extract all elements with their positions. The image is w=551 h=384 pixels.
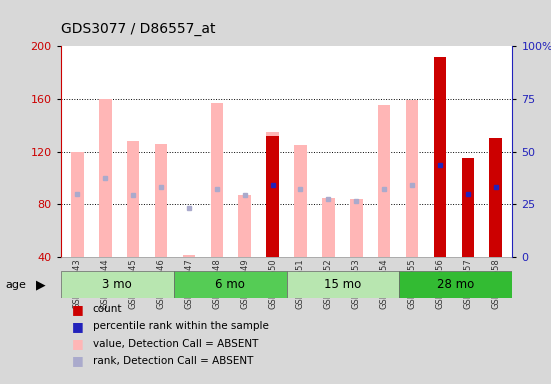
Bar [489, 139, 502, 257]
Bar [434, 56, 446, 257]
Bar [266, 132, 279, 257]
Bar [155, 144, 168, 257]
Text: rank, Detection Call = ABSENT: rank, Detection Call = ABSENT [93, 356, 253, 366]
Text: count: count [93, 304, 122, 314]
Bar [71, 152, 84, 257]
Bar [287, 271, 399, 298]
Text: 15 mo: 15 mo [325, 278, 361, 291]
Text: ▶: ▶ [36, 278, 45, 291]
Bar [462, 158, 474, 257]
Text: ■: ■ [72, 320, 83, 333]
Bar [350, 199, 363, 257]
Bar [61, 271, 174, 298]
Text: ■: ■ [72, 303, 83, 316]
Text: percentile rank within the sample: percentile rank within the sample [93, 321, 268, 331]
Bar [322, 198, 334, 257]
Bar [462, 158, 474, 257]
Bar [210, 103, 223, 257]
Bar [266, 136, 279, 257]
Bar [399, 271, 512, 298]
Bar [489, 139, 502, 257]
Text: value, Detection Call = ABSENT: value, Detection Call = ABSENT [93, 339, 258, 349]
Text: age: age [6, 280, 26, 290]
Bar [99, 99, 111, 257]
Text: 28 mo: 28 mo [437, 278, 474, 291]
Bar [182, 255, 195, 257]
Bar [434, 56, 446, 257]
Bar [127, 141, 139, 257]
Bar [406, 100, 418, 257]
Bar [378, 106, 391, 257]
Bar [174, 271, 287, 298]
Text: ■: ■ [72, 354, 83, 367]
Bar [294, 145, 307, 257]
Text: 6 mo: 6 mo [215, 278, 245, 291]
Text: GDS3077 / D86557_at: GDS3077 / D86557_at [61, 23, 215, 36]
Text: ■: ■ [72, 337, 83, 350]
Text: 3 mo: 3 mo [102, 278, 132, 291]
Bar [239, 195, 251, 257]
